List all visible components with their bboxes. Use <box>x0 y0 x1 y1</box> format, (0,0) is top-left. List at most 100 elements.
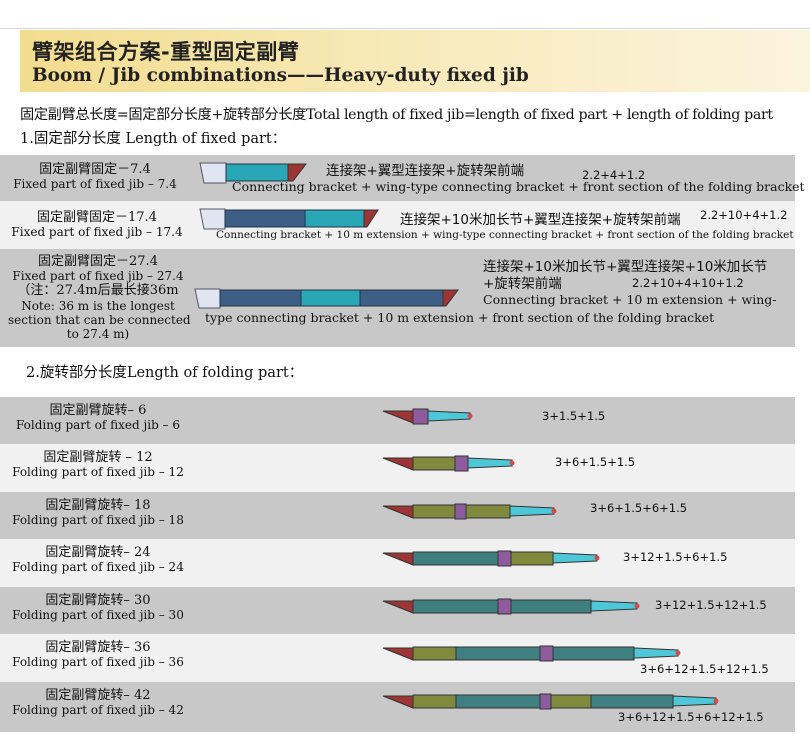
label-en: Folding part of fixed jib – 12 <box>12 465 184 480</box>
folding-row-label: 固定副臂旋转– 18 Folding part of fixed jib – 18 <box>8 498 188 527</box>
folding-front-shape <box>363 209 379 228</box>
bracket-head-shape <box>382 410 414 424</box>
extension-10m-shape <box>219 289 302 307</box>
tip-section-shape <box>427 410 471 422</box>
folding-row-label: 固定副臂旋转 – 12 Folding part of fixed jib – 1… <box>8 450 188 479</box>
label-en: Folding part of fixed jib – 30 <box>12 608 184 623</box>
label-cn: 固定副臂旋转– 18 <box>45 498 151 513</box>
folding-row-sum: 3+12+1.5+12+1.5 <box>655 598 767 612</box>
section-6m-shape <box>465 504 511 519</box>
folding-row-sum: 3+6+12+1.5+6+12+1.5 <box>618 710 764 724</box>
section-1-5m-shape <box>412 408 429 425</box>
tip-pulley-shape <box>634 603 640 609</box>
section-6m-shape <box>550 694 592 709</box>
fixed-row-desc-en-2: type connecting bracket + 10 m extension… <box>205 310 715 325</box>
folding-jib-diagram <box>382 503 557 520</box>
label-cn: 固定副臂固定－17.4 <box>37 210 157 225</box>
fixed-row-desc-en-1: Connecting bracket + 10 m extension + wi… <box>483 292 777 307</box>
fixed-row-desc-cn-1: 连接架+10米加长节+翼型连接架+10米加长节 <box>483 259 768 275</box>
folding-jib-diagram <box>382 598 640 615</box>
fixed-part-heading: 1.固定部分长度 Length of fixed part： <box>20 131 287 147</box>
tip-section-shape <box>509 505 555 517</box>
section-1-5m-shape <box>539 693 552 710</box>
label-cn: 固定副臂旋转– 30 <box>45 593 151 608</box>
section-12m-shape <box>590 694 674 709</box>
folding-front-shape <box>287 163 308 182</box>
folding-row-sum: 3+6+12+1.5+12+1.5 <box>640 662 769 676</box>
folding-row: 固定副臂旋转– 42 Folding part of fixed jib – 42… <box>0 682 795 732</box>
label-en: Fixed part of fixed jib – 17.4 <box>11 225 183 240</box>
folding-row-sum: 3+1.5+1.5 <box>542 409 606 423</box>
label-en: Folding part of fixed jib – 36 <box>12 655 184 670</box>
note-en-1: Note: 36 m is the longest <box>21 298 175 313</box>
folding-row: 固定副臂旋转– 18 Folding part of fixed jib – 18… <box>0 492 795 539</box>
section-6m-shape <box>510 551 554 566</box>
bracket-head-shape <box>382 647 414 661</box>
top-strip <box>0 0 810 29</box>
note-en-2: section that can be connected <box>8 312 191 327</box>
folding-jib-diagram <box>382 645 681 662</box>
label-cn: 固定副臂固定－27.4 <box>38 254 158 269</box>
section-12m-shape <box>412 551 499 566</box>
folding-row: 固定副臂旋转– 36 Folding part of fixed jib – 36… <box>0 634 795 682</box>
label-cn: 固定副臂固定－7.4 <box>39 162 151 177</box>
label-cn: 固定副臂旋转– 6 <box>49 403 147 418</box>
page-title-en: Boom / Jib combinations——Heavy-duty fixe… <box>32 65 529 86</box>
bracket-head-shape <box>382 600 414 614</box>
label-en: Fixed part of fixed jib – 7.4 <box>13 177 177 192</box>
section-12m-shape <box>455 694 541 709</box>
fixed-row-17-4: 固定副臂固定－17.4 Fixed part of fixed jib – 17… <box>0 201 795 249</box>
tip-pulley-shape <box>594 555 600 561</box>
label-en: Fixed part of fixed jib – 27.4 <box>12 269 184 284</box>
fixed-row-desc-cn: 连接架+翼型连接架+旋转架前端 <box>326 163 525 179</box>
fixed-row-27-4: 固定副臂固定－27.4 Fixed part of fixed jib – 27… <box>0 249 795 347</box>
tip-pulley-shape <box>551 508 557 514</box>
folding-row-label: 固定副臂旋转– 6 Folding part of fixed jib – 6 <box>8 403 188 432</box>
fixed-row-desc-cn: 连接架+10米加长节+翼型连接架+旋转架前端 <box>400 212 681 228</box>
label-en: Folding part of fixed jib – 24 <box>12 560 184 575</box>
jib-diagram-27-4 <box>194 288 459 309</box>
wing-connector-shape <box>304 209 365 228</box>
folding-row-label: 固定副臂旋转– 42 Folding part of fixed jib – 42 <box>8 688 188 717</box>
tip-pulley-shape <box>675 650 681 656</box>
folding-row: 固定副臂旋转 – 12 Folding part of fixed jib – 1… <box>0 444 795 492</box>
bracket-head-shape <box>382 552 414 566</box>
page-title-cn: 臂架组合方案-重型固定副臂 <box>32 40 300 64</box>
tip-pulley-shape <box>467 413 473 419</box>
label-cn: 固定副臂旋转– 42 <box>45 688 151 703</box>
section-6m-shape <box>412 694 457 709</box>
tip-section-shape <box>552 552 598 564</box>
label-cn: 固定副臂旋转– 36 <box>45 640 151 655</box>
folding-row-label: 固定副臂旋转– 36 Folding part of fixed jib – 36 <box>8 640 188 669</box>
fixed-row-sum: 2.2+4+1.2 <box>582 168 646 182</box>
title-band <box>20 30 810 92</box>
folding-row: 固定副臂旋转– 24 Folding part of fixed jib – 24… <box>0 539 795 587</box>
fixed-row-desc-en: Connecting bracket + wing-type connectin… <box>232 179 805 194</box>
section-1-5m-shape <box>539 645 554 662</box>
connecting-bracket-shape <box>199 208 226 230</box>
bracket-head-shape <box>382 505 414 519</box>
folding-row-sum: 3+12+1.5+6+1.5 <box>623 550 728 564</box>
tip-pulley-shape <box>713 698 719 704</box>
folding-row: 固定副臂旋转– 30 Folding part of fixed jib – 30… <box>0 587 795 634</box>
label-cn: 固定副臂旋转– 24 <box>45 545 151 560</box>
tip-pulley-shape <box>509 460 515 466</box>
jib-diagram-7-4 <box>199 162 308 184</box>
wing-connector-shape <box>300 289 361 307</box>
folding-row-label: 固定副臂旋转– 24 Folding part of fixed jib – 24 <box>8 545 188 574</box>
fixed-row-sum: 2.2+10+4+10+1.2 <box>632 276 744 290</box>
folding-jib-diagram <box>382 408 473 425</box>
section-1-5m-shape <box>497 598 512 615</box>
connecting-bracket-shape <box>199 162 227 184</box>
jib-diagram-17-4 <box>199 208 379 230</box>
section-1-5m-shape <box>497 550 512 567</box>
section-6m-shape <box>412 646 457 661</box>
section-12m-shape <box>455 646 541 661</box>
section-6m-shape <box>412 456 456 471</box>
fixed-row-7-4: 固定副臂固定－7.4 Fixed part of fixed jib – 7.4… <box>0 155 805 201</box>
label-en: Folding part of fixed jib – 42 <box>12 703 184 718</box>
label-en: Folding part of fixed jib – 18 <box>12 513 184 528</box>
fixed-row-desc-en: Connecting bracket + 10 m extension + wi… <box>216 229 794 241</box>
note-en-3: to 27.4 m) <box>66 327 130 342</box>
fixed-row-desc-cn-2: +旋转架前端 <box>483 276 562 292</box>
